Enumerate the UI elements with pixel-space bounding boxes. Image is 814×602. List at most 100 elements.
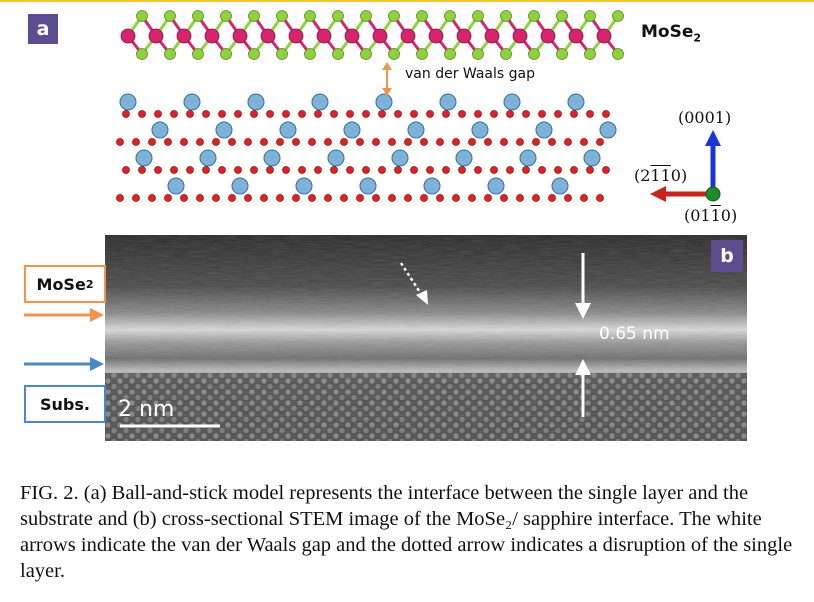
se-atom [388, 48, 400, 60]
o-atom [458, 110, 466, 118]
o-atom [586, 166, 594, 174]
mo-atom [176, 28, 192, 44]
o-atom [548, 138, 556, 146]
o-atom [244, 138, 252, 146]
axis-2110-label: (2110) [634, 166, 688, 185]
se-atom [416, 48, 428, 60]
se-atom [556, 48, 568, 60]
o-atom [532, 138, 540, 146]
o-atom [314, 110, 322, 118]
mo-atom [456, 28, 472, 44]
o-atom [394, 166, 402, 174]
mo-atom [344, 28, 360, 44]
o-atom [602, 166, 610, 174]
o-atom [314, 166, 322, 174]
o-atom [180, 138, 188, 146]
se-atom [248, 48, 260, 60]
al-atom [119, 93, 137, 111]
o-atom [468, 138, 476, 146]
se-atom [276, 48, 288, 60]
o-atom [308, 194, 316, 202]
o-atom [404, 194, 412, 202]
al-atom [311, 93, 329, 111]
substrate-label: Subs. [24, 385, 106, 423]
se-atom [192, 10, 204, 22]
o-atom [196, 138, 204, 146]
o-atom [202, 110, 210, 118]
panel-a-badge: a [28, 14, 58, 44]
o-atom [260, 194, 268, 202]
o-atom [244, 194, 252, 202]
o-atom [330, 166, 338, 174]
se-atom [612, 48, 624, 60]
o-atom [170, 166, 178, 174]
o-atom [516, 138, 524, 146]
o-atom [452, 194, 460, 202]
mo-atom [372, 28, 388, 44]
mo-atom [484, 28, 500, 44]
se-atom [248, 10, 260, 22]
stem-image [105, 235, 747, 441]
o-atom [212, 194, 220, 202]
o-atom [388, 194, 396, 202]
se-atom [500, 48, 512, 60]
o-atom [116, 138, 124, 146]
al-atom [375, 93, 393, 111]
o-atom [276, 194, 284, 202]
al-atom [295, 177, 313, 195]
al-atom [455, 149, 473, 167]
al-atom [567, 93, 585, 111]
o-atom [148, 138, 156, 146]
mo-atom [596, 28, 612, 44]
vdw-gap-label: van der Waals gap [405, 66, 535, 82]
o-atom [324, 138, 332, 146]
o-atom [164, 194, 172, 202]
o-atom [324, 194, 332, 202]
o-atom [378, 110, 386, 118]
o-atom [586, 110, 594, 118]
o-atom [500, 194, 508, 202]
o-atom [154, 110, 162, 118]
o-atom [122, 110, 130, 118]
se-atom [584, 48, 596, 60]
scalebar-label: 2 nm [118, 397, 175, 422]
se-atom [164, 48, 176, 60]
al-atom [359, 177, 377, 195]
se-atom [416, 10, 428, 22]
o-atom [164, 138, 172, 146]
se-atom [192, 48, 204, 60]
o-atom [228, 138, 236, 146]
o-atom [298, 110, 306, 118]
o-atom [538, 110, 546, 118]
se-atom [584, 10, 596, 22]
al-atom [519, 149, 537, 167]
se-atom [612, 10, 624, 22]
o-atom [250, 110, 258, 118]
o-atom [570, 166, 578, 174]
o-atom [292, 194, 300, 202]
o-atom [602, 110, 610, 118]
se-atom [136, 10, 148, 22]
se-atom [556, 10, 568, 22]
o-atom [372, 194, 380, 202]
o-atom [426, 110, 434, 118]
se-atom [276, 10, 288, 22]
o-atom [442, 110, 450, 118]
mose2-pointer-arrow [24, 308, 104, 322]
al-atom [535, 121, 553, 139]
o-atom [410, 110, 418, 118]
o-atom [506, 110, 514, 118]
o-atom [266, 166, 274, 174]
o-atom [266, 110, 274, 118]
o-atom [362, 110, 370, 118]
o-atom [282, 166, 290, 174]
stem-annotations [120, 253, 591, 428]
se-atom [332, 48, 344, 60]
o-atom [138, 110, 146, 118]
se-atom [220, 10, 232, 22]
mose2-layer-label: MoSe 2 [24, 265, 106, 303]
o-atom [218, 166, 226, 174]
o-atom [186, 110, 194, 118]
panel-b-badge: b [711, 240, 743, 272]
o-atom [378, 166, 386, 174]
